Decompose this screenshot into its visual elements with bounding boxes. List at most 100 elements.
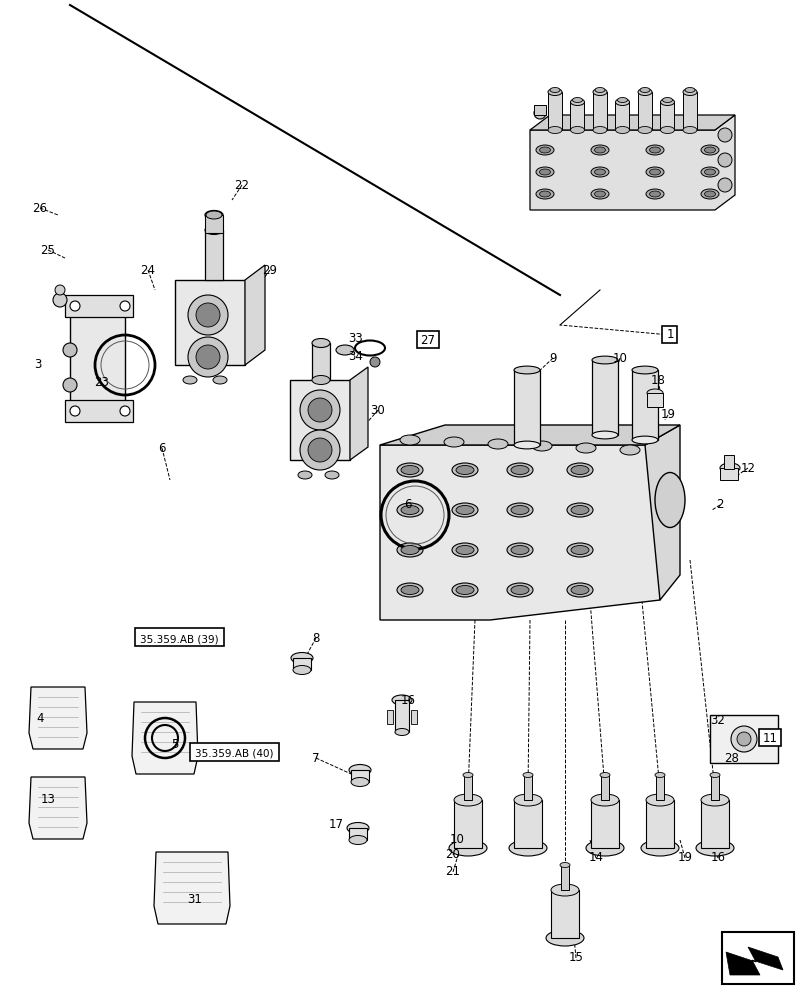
Bar [135,628,224,646]
Ellipse shape [204,211,223,220]
Ellipse shape [452,503,478,517]
Ellipse shape [570,99,584,106]
Polygon shape [350,367,367,460]
Text: 22: 22 [234,179,249,192]
Circle shape [120,301,130,311]
Bar [523,775,531,800]
Bar [65,295,133,317]
Ellipse shape [401,546,418,554]
Text: 8: 8 [312,632,320,645]
Text: 12: 12 [740,462,754,475]
Ellipse shape [599,772,609,777]
Ellipse shape [615,127,629,134]
Circle shape [188,295,228,335]
Bar [631,370,657,440]
Ellipse shape [452,463,478,477]
Text: 35.359.AB (39): 35.359.AB (39) [140,634,219,644]
Bar [410,710,417,724]
Circle shape [299,390,340,430]
Bar [350,770,368,782]
Ellipse shape [566,503,592,517]
Bar [513,800,541,848]
Ellipse shape [570,506,588,514]
Ellipse shape [682,127,696,134]
Text: 10: 10 [449,833,464,846]
Circle shape [370,357,380,367]
Bar [190,743,279,761]
Ellipse shape [539,147,550,153]
Circle shape [195,303,220,327]
Ellipse shape [444,437,463,447]
Bar [387,710,393,724]
Circle shape [730,726,756,752]
Ellipse shape [594,191,605,197]
Ellipse shape [506,463,532,477]
Ellipse shape [506,503,532,517]
Ellipse shape [311,338,329,348]
Ellipse shape [349,835,367,844]
Ellipse shape [182,376,197,384]
Ellipse shape [649,169,659,175]
Polygon shape [380,425,679,445]
Ellipse shape [448,840,487,856]
Text: 33: 33 [348,332,363,344]
Bar [591,360,617,435]
Ellipse shape [397,543,423,557]
Ellipse shape [513,366,539,374]
Bar [758,729,780,746]
Ellipse shape [570,546,588,554]
Ellipse shape [560,862,569,867]
Bar [709,715,777,763]
Text: 13: 13 [41,793,55,806]
Ellipse shape [453,794,482,806]
Polygon shape [725,947,782,975]
Circle shape [717,178,731,192]
Ellipse shape [510,506,528,514]
Ellipse shape [397,583,423,597]
Circle shape [53,293,67,307]
Ellipse shape [510,546,528,554]
Ellipse shape [615,99,629,106]
Text: 17: 17 [328,818,343,831]
Bar [513,370,539,445]
Circle shape [195,345,220,369]
Polygon shape [380,445,659,620]
Ellipse shape [592,127,607,134]
Ellipse shape [394,728,409,736]
Circle shape [307,438,332,462]
Bar [723,455,733,469]
Text: 6: 6 [404,498,411,512]
Circle shape [55,285,65,295]
Bar [290,380,350,460]
Ellipse shape [456,466,474,475]
Ellipse shape [324,471,338,479]
Text: 21: 21 [445,865,460,878]
Bar [70,310,125,410]
Bar [204,230,223,280]
Text: 24: 24 [140,263,156,276]
Ellipse shape [401,466,418,475]
Text: 31: 31 [187,893,202,906]
Ellipse shape [704,191,714,197]
Ellipse shape [462,772,473,777]
Ellipse shape [586,840,623,856]
Ellipse shape [620,445,639,455]
Text: 9: 9 [548,352,556,364]
Ellipse shape [590,794,618,806]
Ellipse shape [594,147,605,153]
Ellipse shape [400,435,419,445]
Bar [600,775,608,800]
Text: 10: 10 [611,352,627,364]
Ellipse shape [535,167,553,177]
Ellipse shape [545,930,583,946]
Ellipse shape [570,585,588,594]
Ellipse shape [397,463,423,477]
Polygon shape [530,115,734,210]
Ellipse shape [590,189,608,199]
Ellipse shape [682,89,696,96]
Bar [65,400,133,422]
Ellipse shape [649,191,659,197]
Ellipse shape [204,226,223,234]
Bar [293,658,311,670]
Text: 6: 6 [158,442,165,454]
